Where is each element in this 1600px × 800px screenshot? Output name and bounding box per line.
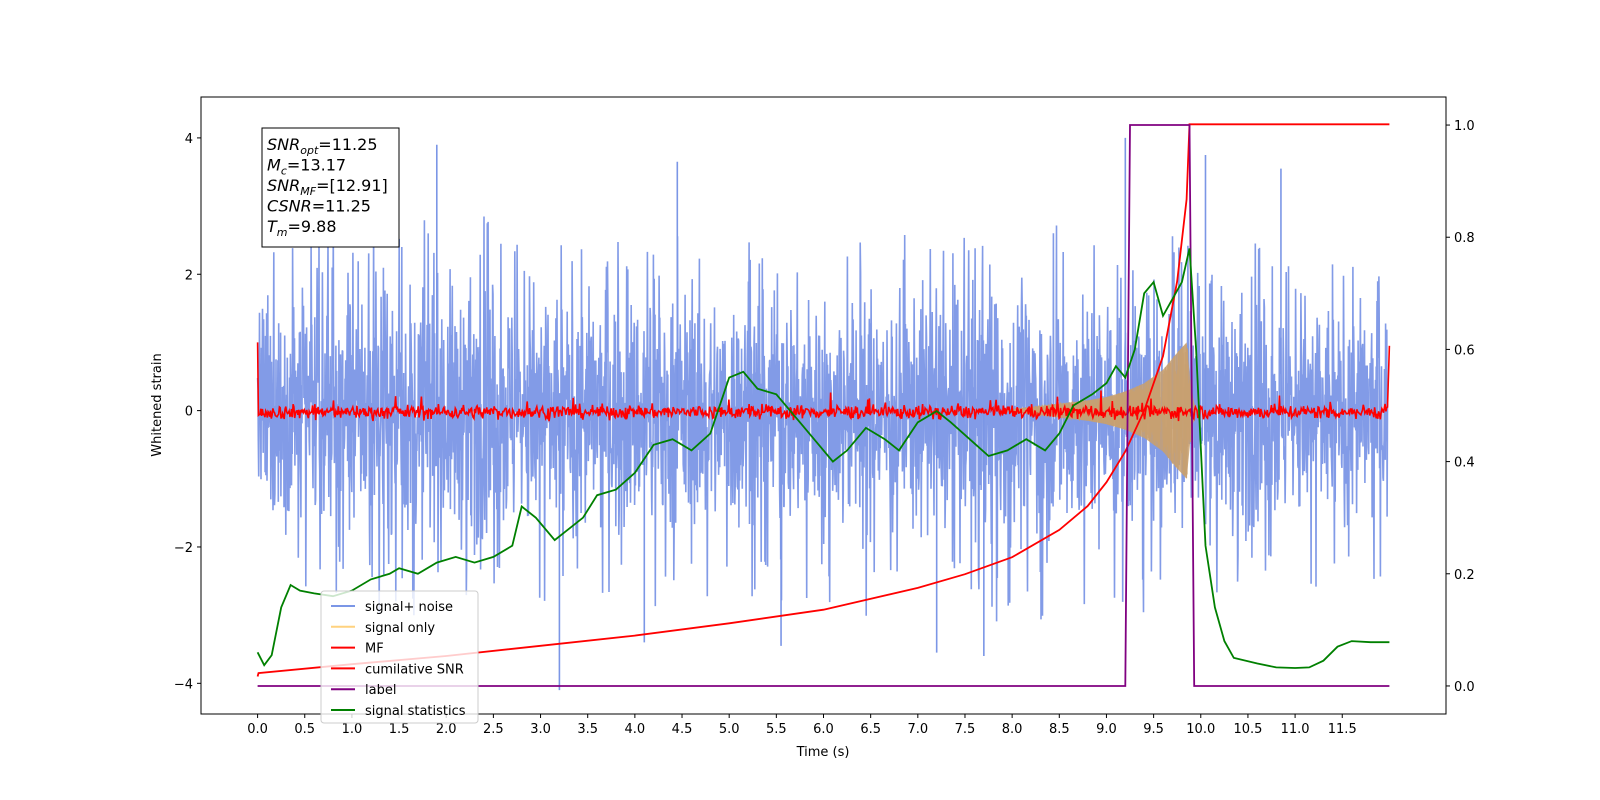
x-tick-label: 3.5 xyxy=(577,722,598,737)
y-right-tick-label: 0.8 xyxy=(1454,231,1475,246)
x-tick-label: 8.0 xyxy=(1002,722,1023,737)
x-tick-label: 5.5 xyxy=(766,722,787,737)
legend-entry-label: signal+ noise xyxy=(365,600,453,615)
x-tick-label: 8.5 xyxy=(1049,722,1070,737)
y-right-tick-label: 1.0 xyxy=(1454,119,1475,134)
x-tick-label: 4.0 xyxy=(625,722,646,737)
x-tick-label: 10.0 xyxy=(1186,722,1215,737)
y-right-tick-label: 0.0 xyxy=(1454,680,1475,695)
legend-entry-label: label xyxy=(365,683,396,698)
signal-only-envelope xyxy=(1012,342,1197,479)
legend-entry-label: signal only xyxy=(365,621,435,636)
x-tick-label: 6.5 xyxy=(860,722,881,737)
x-tick-label: 11.0 xyxy=(1281,722,1310,737)
x-tick-label: 0.0 xyxy=(247,722,268,737)
x-axis-label: Time (s) xyxy=(796,745,850,760)
x-tick-label: 2.5 xyxy=(483,722,504,737)
annotation-line: Tm=9.88 xyxy=(267,217,337,239)
annotation-line: Mc=13.17 xyxy=(267,156,346,178)
x-tick-label: 11.5 xyxy=(1328,722,1357,737)
x-tick-label: 1.0 xyxy=(342,722,363,737)
y-axis-label: Whitened strain xyxy=(150,353,165,456)
x-tick-label: 7.0 xyxy=(907,722,928,737)
y-right-tick-label: 0.4 xyxy=(1454,456,1475,471)
annotation-box-frame xyxy=(261,127,400,248)
y-left-tick-label: 2 xyxy=(185,268,193,283)
x-tick-label: 6.0 xyxy=(813,722,834,737)
legend-entry-label: cumilative SNR xyxy=(365,662,464,677)
signal-statistics-line xyxy=(256,248,1390,669)
label-line xyxy=(257,124,1390,687)
x-tick-label: 10.5 xyxy=(1233,722,1262,737)
x-tick-label: 2.0 xyxy=(436,722,457,737)
x-tick-label: 0.5 xyxy=(294,722,315,737)
x-tick-label: 3.0 xyxy=(530,722,551,737)
y-right-tick-label: 0.2 xyxy=(1454,568,1475,583)
axes-layer: 0.0 0.5 1.0 1.5 2.0 2.5 3.0 3.5 4.0 4.5 5.0 5.5 6.0 6… xyxy=(174,119,1475,737)
y-right-tick-label: 0.6 xyxy=(1454,343,1475,358)
annotation-line: SNRMF=[12.91] xyxy=(267,176,388,198)
y-left-tick-label: 4 xyxy=(185,132,193,147)
annotation-line: CSNR=11.25 xyxy=(267,197,371,216)
y-left-tick-label: −4 xyxy=(174,677,193,692)
legend-entry-label: signal statistics xyxy=(365,704,466,719)
signal-noise-line xyxy=(256,216,1389,622)
x-tick-label: 4.5 xyxy=(672,722,693,737)
legend-frame xyxy=(320,590,479,724)
x-tick-label: 1.5 xyxy=(389,722,410,737)
x-tick-label: 5.0 xyxy=(719,722,740,737)
x-tick-label: 9.0 xyxy=(1096,722,1117,737)
y-left-tick-label: −2 xyxy=(174,541,193,556)
y-left-tick-label: 0 xyxy=(185,405,193,420)
x-tick-label: 9.5 xyxy=(1143,722,1164,737)
legend-entry-label: MF xyxy=(365,642,384,657)
annotation-line: SNRopt=11.25 xyxy=(267,135,378,157)
legend: signal+ noise signal only MF cumilative SNR… xyxy=(320,590,479,724)
x-tick-label: 7.5 xyxy=(955,722,976,737)
parameter-annotation-box: SNRopt=11.25Mc=13.17SNRMF=[12.91]CSNR=11… xyxy=(261,127,400,248)
